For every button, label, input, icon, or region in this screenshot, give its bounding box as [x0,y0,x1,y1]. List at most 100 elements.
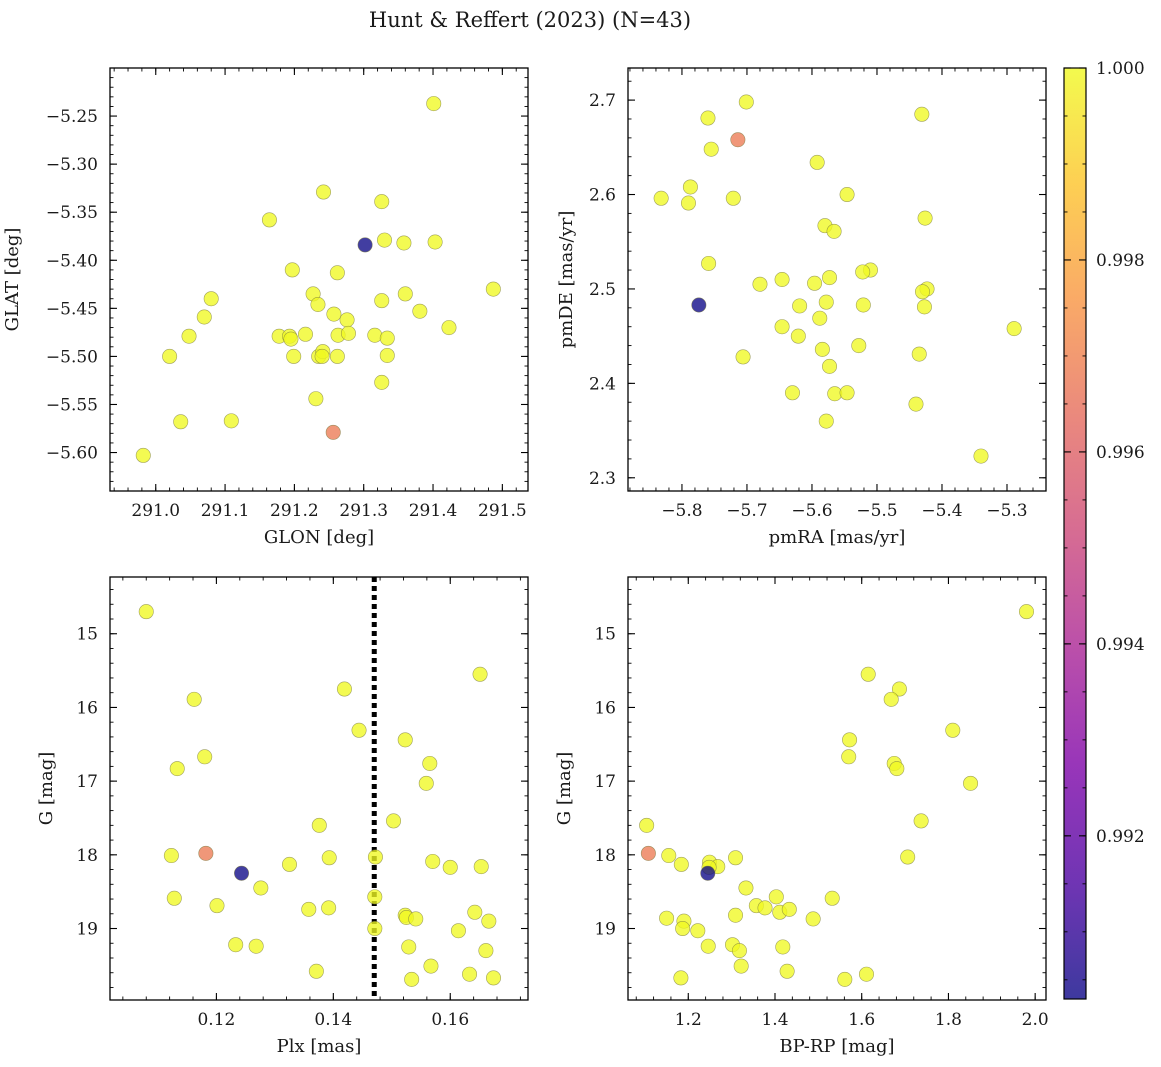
scatter-point [467,904,483,920]
scatter-point [367,889,383,905]
x-tick-label: −5.4 [921,501,962,521]
axes-frame [109,576,529,1001]
scatter-point [462,966,478,982]
scatter-point [945,722,961,738]
scatter-panel-bottom-right: 1.2 1.4 1.6 1.8 2.0 15 16 17 18 19 BP-RP [mag] G [m… [554,576,1049,1057]
y-tick-label: 16 [76,698,98,718]
scatter-point [339,312,355,328]
x-tick-label: −5.7 [726,501,767,521]
scatter-point [768,889,784,905]
scatter-point [640,845,656,861]
scatter-point [855,297,871,313]
scatter-point [730,132,746,148]
colorbar-tick-label: 1.000 [1096,59,1145,79]
scatter-point [914,106,930,122]
scatter-point [914,284,930,300]
scatter-point [1006,321,1022,337]
scatter-point [203,291,219,307]
scatter-point [841,749,857,765]
scatter-point [441,320,457,336]
x-tick-label: 0.12 [197,1010,235,1030]
y-tick-label: 19 [594,920,616,940]
minor-ticks [110,67,528,492]
scatter-point [367,849,383,865]
scatter-point [223,413,239,429]
scatter-point [738,94,754,110]
scatter-point [316,184,332,200]
scatter-point [855,264,871,280]
scatter-point [284,262,300,278]
scatter-point [792,298,808,314]
x-tick-label: −5.3 [986,501,1027,521]
scatter-point [367,327,383,343]
scatter-points [135,96,501,463]
y-tick-label: 17 [594,772,616,792]
colorbar-gradient [1064,68,1086,999]
scatter-point [818,413,834,429]
scatter-point [639,817,655,833]
y-tick-label: 2.4 [589,374,616,394]
y-tick-label: −5.40 [46,251,98,271]
scatter-point [473,859,489,875]
scatter-point [181,328,197,344]
axes-frame [627,576,1047,1001]
y-axis-label: GLAT [deg] [2,228,23,332]
scatter-point [248,938,264,954]
scatter-point [700,938,716,954]
x-axis-label: pmRA [mas/yr] [769,527,906,548]
scatter-point [412,303,428,319]
colorbar-tick-label: 0.994 [1096,635,1145,655]
scatter-point [163,848,179,864]
y-tick-label: −5.55 [46,395,98,415]
y-tick-label: −5.45 [46,299,98,319]
scatter-point [842,732,858,748]
y-tick-label: −5.35 [46,203,98,223]
scatter-point [675,921,691,937]
scatter-point [386,813,402,829]
scatter-point [659,910,675,926]
minor-ticks [628,68,1047,491]
y-tick-label: 2.5 [589,280,616,300]
scatter-points [138,604,502,987]
x-tick-label: 291.2 [270,501,319,521]
y-tick-label: −5.25 [46,107,98,127]
y-tick-label: −5.60 [46,444,98,464]
scatter-point [422,755,438,771]
scatter-point [197,749,213,765]
y-tick-label: 19 [76,920,98,940]
scatter-point [735,349,751,365]
scatter-point [357,237,373,253]
scatter-point [728,850,744,866]
scatter-point [889,761,905,777]
scatter-point [790,328,806,344]
scatter-point [442,859,458,875]
scatter-point [379,347,395,363]
colorbar: 0.992 0.994 0.996 0.998 1.000 [1063,59,1145,1000]
scatter-points [639,604,1034,987]
scatter-point [814,341,830,357]
scatter-point [822,358,838,374]
scatter-point [196,309,212,325]
axes-frame [109,67,529,492]
y-tick-label: 2.7 [589,91,616,111]
scatter-point [757,900,773,916]
scatter-point [426,96,442,112]
x-tick-label: 1.6 [848,1010,875,1030]
scatter-point [397,286,413,302]
scatter-point [379,330,395,346]
scatter-point [916,299,932,315]
scatter-point [701,255,717,271]
scatter-point [418,775,434,791]
scatter-point [209,898,225,914]
scatter-point [775,939,791,955]
scatter-point [427,234,443,250]
scatter-point [725,190,741,206]
scatter-point [478,943,494,959]
scatter-point [234,865,250,881]
scatter-point [173,414,189,430]
scatter-point [703,141,719,157]
colorbar-tick-label: 0.996 [1096,443,1145,463]
x-tick-label: 1.4 [761,1010,788,1030]
y-tick-label: −5.30 [46,155,98,175]
scatter-point [325,424,341,440]
